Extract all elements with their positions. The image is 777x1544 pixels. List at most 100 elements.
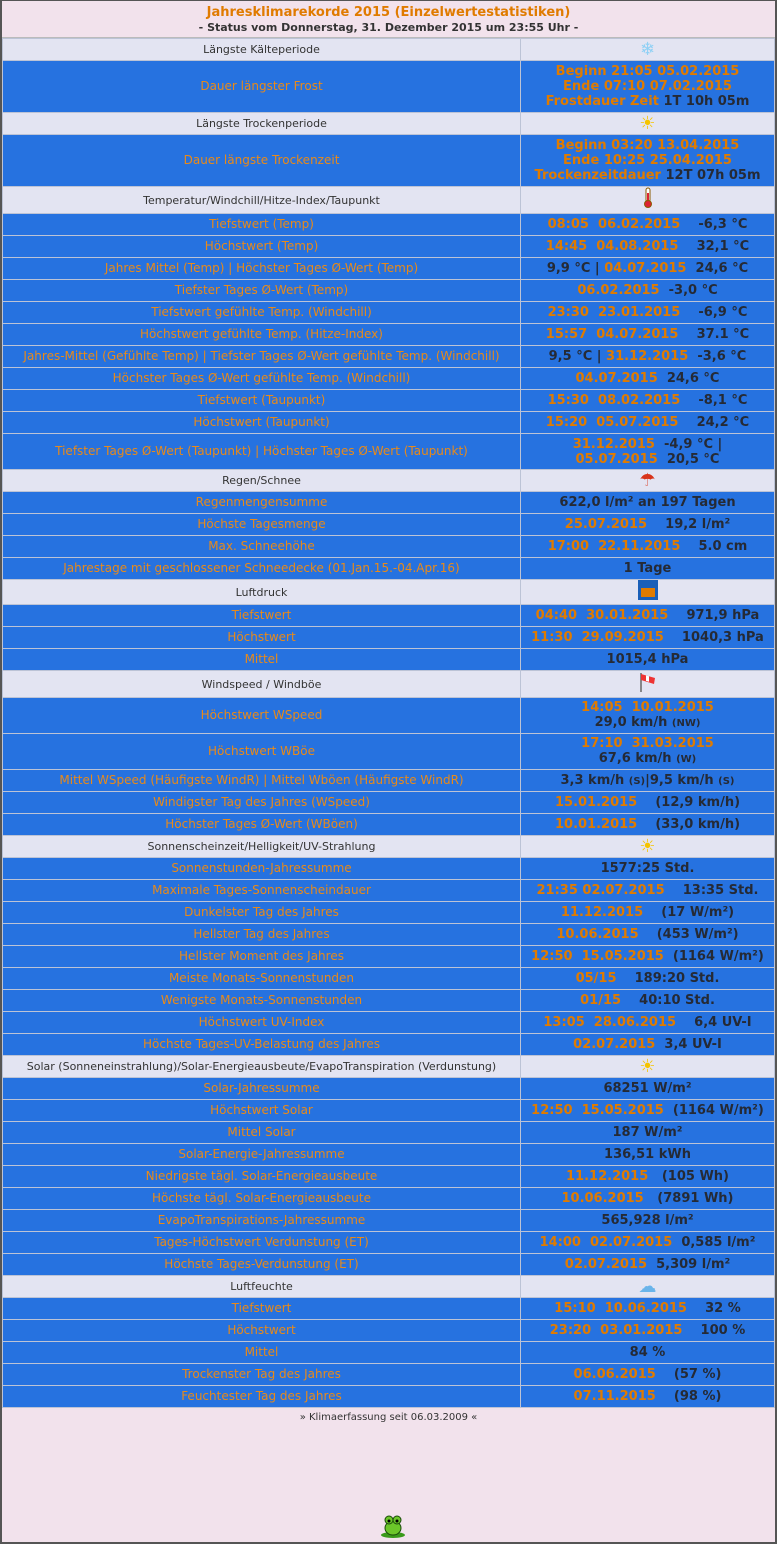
table-row: Tiefstwert (Temp) 08:05 06.02.2015 -6,3 °…: [2, 213, 775, 236]
value-part: 32,1 °C: [678, 239, 750, 254]
value-part: Ende 07:10 07.02.2015: [563, 79, 732, 94]
value-line: 1015,4 hPa: [523, 652, 772, 667]
value-part: -4,9 °C |: [654, 436, 723, 452]
value-part: 189:20 Std.: [616, 971, 720, 986]
value-line: 9,9 °C | 04.07.2015 24,6 °C: [523, 261, 772, 276]
value-part: 31.12.2015: [572, 436, 655, 452]
record-label: Tages-Höchstwert Verdunstung (ET): [2, 1231, 521, 1254]
value-line: 23:30 23.01.2015 -6,9 °C: [523, 305, 772, 320]
value-line: 1577:25 Std.: [523, 861, 772, 876]
table-row: Jahrestage mit geschlossener Schneedecke…: [2, 557, 775, 580]
value-part: (1164 W/m²): [663, 949, 764, 964]
record-label: Hellster Moment des Jahres: [2, 945, 521, 968]
section-icon-cell: [520, 186, 775, 214]
table-row: Hellster Tag des Jahres 10.06.2015 (453 W…: [2, 923, 775, 946]
table-row: Höchste Tagesmenge 25.07.2015 19,2 l/m²: [2, 513, 775, 536]
record-value: 14:05 10.01.2015 29,0 km/h (NW): [520, 697, 775, 734]
record-value: 06.02.2015 -3,0 °C: [520, 279, 775, 302]
table-row: Höchstwert WBöe 17:10 31.03.2015 67,6 km/h…: [2, 733, 775, 770]
record-label: Höchste Tagesmenge: [2, 513, 521, 536]
value-line: Beginn 03:20 13.04.2015: [523, 138, 772, 153]
table-row: Höchste Tages-UV-Belastung des Jahres 02.…: [2, 1033, 775, 1056]
value-line: 565,928 l/m²: [523, 1213, 772, 1228]
table-row: Höchstwert 11:30 29.09.2015 1040,3 hPa: [2, 626, 775, 649]
table-row: Solar-Jahressumme 68251 W/m²: [2, 1077, 775, 1100]
value-part: 24,2 °C: [678, 415, 750, 430]
value-line: 84 %: [523, 1345, 772, 1360]
section-header: Luftdruck: [2, 579, 775, 605]
table-row: Höchster Tages Ø-Wert gefühlte Temp. (Wi…: [2, 367, 775, 390]
value-part: 05/15: [575, 971, 617, 986]
value-line: 11:30 29.09.2015 1040,3 hPa: [523, 630, 772, 645]
value-line: 10.06.2015 (453 W/m²): [523, 927, 772, 942]
value-part: Trockenzeitdauer: [534, 168, 666, 183]
table-row: Höchstwert Solar 12:50 15.05.2015 (1164 W…: [2, 1099, 775, 1122]
table-row: Tiefster Tages Ø-Wert (Temp) 06.02.2015 -…: [2, 279, 775, 302]
value-part: 12:50 15.05.2015: [531, 1103, 664, 1118]
record-label: Solar-Jahressumme: [2, 1077, 521, 1100]
windsock-icon: [637, 673, 659, 696]
record-value: 04.07.2015 24,6 °C: [520, 367, 775, 390]
table-row: Meiste Monats-Sonnenstunden 05/15 189:20 …: [2, 967, 775, 990]
table-row: Höchstwert UV-Index 13:05 28.06.2015 6,4 …: [2, 1011, 775, 1034]
record-value: 17:10 31.03.2015 67,6 km/h (W): [520, 733, 775, 770]
table-row: Mittel 84 %: [2, 1341, 775, 1364]
value-part: 25.07.2015: [564, 517, 648, 532]
value-line: 622,0 l/m² an 197 Tagen: [523, 495, 772, 510]
sun-icon: ☀: [639, 835, 656, 857]
record-value: Beginn 21:05 05.02.2015 Ende 07:10 07.02.…: [520, 60, 775, 113]
record-value: 11.12.2015 (17 W/m²): [520, 901, 775, 924]
section-title: Längste Trockenperiode: [2, 112, 521, 135]
record-label: Tiefster Tages Ø-Wert (Taupunkt) | Höchs…: [2, 433, 521, 470]
value-part: 1015,4 hPa: [606, 652, 689, 667]
value-part: -3,6 °C: [688, 349, 747, 364]
record-label: Maximale Tages-Sonnenscheindauer: [2, 879, 521, 902]
value-part: 15.01.2015: [554, 795, 638, 810]
record-value: 12:50 15.05.2015 (1164 W/m²): [520, 1099, 775, 1122]
value-line: 187 W/m²: [523, 1125, 772, 1140]
record-label: Tiefstwert: [2, 604, 521, 627]
table-row: Tiefstwert gefühlte Temp. (Windchill) 23:…: [2, 301, 775, 324]
value-line: 12:50 15.05.2015 (1164 W/m²): [523, 1103, 772, 1118]
table-row: Dauer längster Frost Beginn 21:05 05.02.2…: [2, 60, 775, 113]
table-row: Dauer längste Trockenzeit Beginn 03:20 13…: [2, 134, 775, 187]
value-line: 01/15 40:10 Std.: [523, 993, 772, 1008]
value-line: Ende 07:10 07.02.2015: [523, 79, 772, 94]
value-line: 68251 W/m²: [523, 1081, 772, 1096]
value-part: (W): [676, 754, 697, 765]
value-part: 29,0 km/h: [594, 715, 672, 730]
table-row: Jahres-Mittel (Gefühlte Temp) | Tiefster…: [2, 345, 775, 368]
page-title: Jahresklimarekorde 2015 (Einzelwertestat…: [206, 5, 571, 20]
value-line: Frostdauer Zeit 1T 10h 05m: [523, 94, 772, 109]
record-value: 13:05 28.06.2015 6,4 UV-I: [520, 1011, 775, 1034]
record-label: Dunkelster Tag des Jahres: [2, 901, 521, 924]
value-line: 29,0 km/h (NW): [523, 715, 772, 731]
value-part: 12:50 15.05.2015: [531, 949, 664, 964]
value-line: 05/15 189:20 Std.: [523, 971, 772, 986]
value-part: 68251 W/m²: [603, 1081, 692, 1096]
value-line: 17:00 22.11.2015 5.0 cm: [523, 539, 772, 554]
record-value: Beginn 03:20 13.04.2015 Ende 10:25 25.04.…: [520, 134, 775, 187]
record-label: Windigster Tag des Jahres (WSpeed): [2, 791, 521, 814]
value-part: 67,6 km/h: [598, 751, 677, 766]
barometer-icon: [637, 580, 658, 603]
record-label: Niedrigste tägl. Solar-Energieausbeute: [2, 1165, 521, 1188]
record-label: Höchstwert (Temp): [2, 235, 521, 258]
record-value: 84 %: [520, 1341, 775, 1364]
section-title: Regen/Schnee: [2, 469, 521, 492]
value-part: 23:20 03.01.2015: [549, 1323, 683, 1338]
value-part: 136,51 kWh: [604, 1147, 691, 1162]
record-label: Höchste Tages-UV-Belastung des Jahres: [2, 1033, 521, 1056]
record-value: 68251 W/m²: [520, 1077, 775, 1100]
record-label: Meiste Monats-Sonnenstunden: [2, 967, 521, 990]
value-part: Frostdauer Zeit: [545, 94, 664, 109]
value-part: 10.06.2015: [561, 1191, 644, 1206]
value-line: 136,51 kWh: [523, 1147, 772, 1162]
record-value: 06.06.2015 (57 %): [520, 1363, 775, 1386]
record-value: 15:30 08.02.2015 -8,1 °C: [520, 389, 775, 412]
value-part: Ende 10:25 25.04.2015: [563, 153, 732, 168]
footer-note: » Klimaerfassung seit 06.03.2009 «: [299, 1412, 478, 1423]
section-icon-cell: ❄: [520, 38, 775, 61]
table-row: EvapoTranspirations-Jahressumme 565,928 l…: [2, 1209, 775, 1232]
value-line: 15:30 08.02.2015 -8,1 °C: [523, 393, 772, 408]
